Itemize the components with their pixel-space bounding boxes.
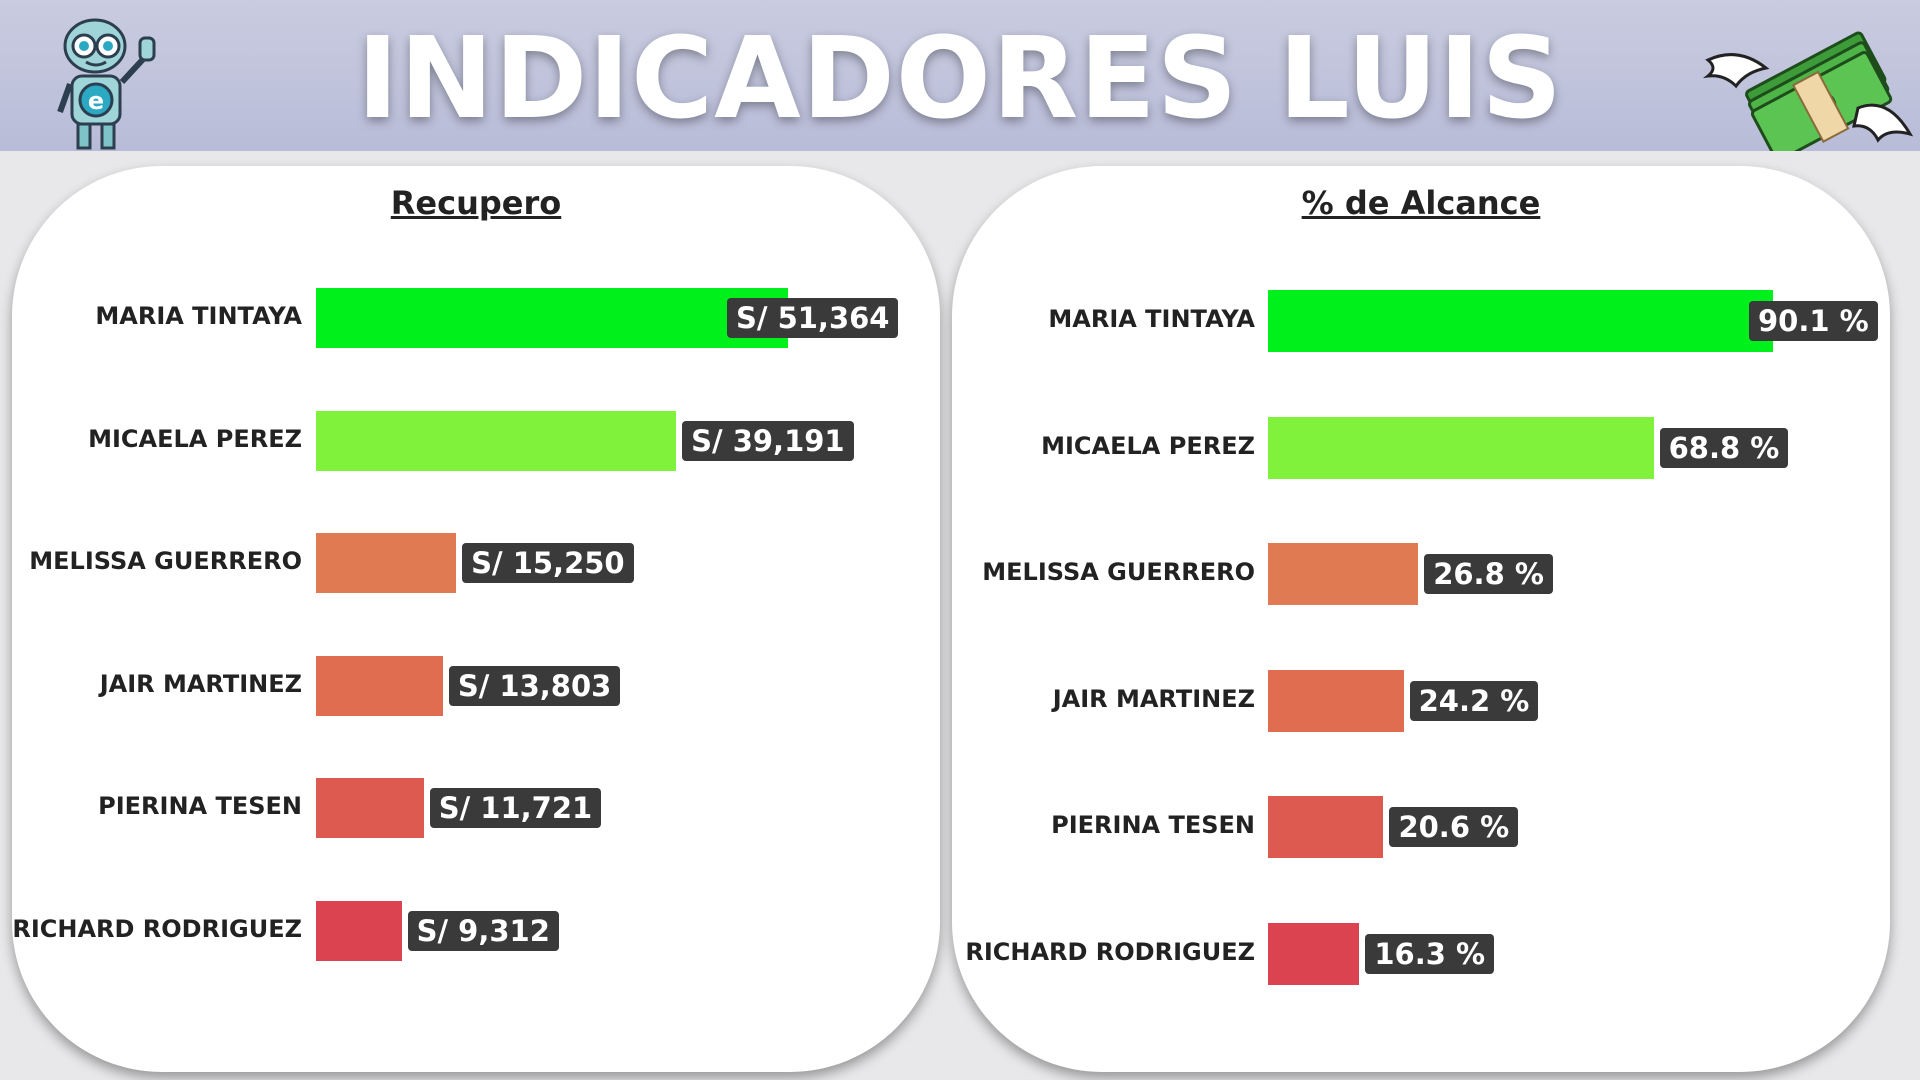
alcance-category-label: MICAELA PEREZ bbox=[1041, 431, 1255, 460]
recupero-category-label: MICAELA PEREZ bbox=[88, 424, 302, 453]
recupero-value-label: S/ 13,803 bbox=[448, 665, 621, 706]
recupero-category-label: RICHARD RODRIGUEZ bbox=[12, 914, 302, 943]
alcance-bar bbox=[1268, 290, 1773, 352]
alcance-bar bbox=[1268, 416, 1654, 479]
alcance-bar bbox=[1268, 796, 1384, 858]
alcance-bar bbox=[1268, 543, 1419, 605]
flying-money-icon bbox=[1702, 31, 1914, 151]
recupero-bar bbox=[316, 655, 443, 716]
recupero-bar bbox=[316, 778, 424, 838]
robot-mascot-icon: e bbox=[57, 18, 156, 150]
recupero-panel: Recupero MARIA TINTAYA S/ 51,364 MICAELA P… bbox=[12, 166, 940, 1072]
recupero-value-label: S/ 9,312 bbox=[407, 910, 559, 951]
recupero-category-label: PIERINA TESEN bbox=[98, 792, 302, 820]
alcance-title: % de Alcance bbox=[1301, 184, 1541, 222]
alcance-category-label: RICHARD RODRIGUEZ bbox=[965, 937, 1255, 966]
page-title: INDICADORES LUIS bbox=[356, 14, 1564, 144]
recupero-bar bbox=[316, 900, 402, 961]
alcance-value-label: 16.3 % bbox=[1365, 933, 1495, 974]
alcance-bar bbox=[1268, 922, 1360, 985]
recupero-bar bbox=[316, 288, 788, 348]
alcance-panel: % de Alcance MARIA TINTAYA 90.1 % MICAELA … bbox=[952, 166, 1890, 1072]
alcance-value-label: 90.1 % bbox=[1749, 301, 1878, 341]
recupero-value-label: S/ 39,191 bbox=[682, 420, 854, 461]
alcance-value-label: 68.8 % bbox=[1659, 427, 1789, 468]
header-banner: e INDICADORES LUIS bbox=[0, 0, 1920, 151]
alcance-category-label: PIERINA TESEN bbox=[1051, 811, 1255, 839]
recupero-bar bbox=[316, 410, 677, 471]
recupero-title: Recupero bbox=[390, 184, 562, 222]
recupero-bar bbox=[316, 533, 457, 593]
alcance-category-label: JAIR MARTINEZ bbox=[1052, 684, 1255, 713]
alcance-category-label: MARIA TINTAYA bbox=[1048, 305, 1255, 333]
recupero-value-label: S/ 15,250 bbox=[462, 543, 634, 583]
recupero-value-label: S/ 51,364 bbox=[727, 298, 899, 338]
alcance-bar bbox=[1268, 669, 1404, 732]
alcance-value-label: 20.6 % bbox=[1389, 807, 1519, 847]
recupero-category-label: MARIA TINTAYA bbox=[95, 302, 302, 330]
alcance-value-label: 24.2 % bbox=[1409, 680, 1539, 721]
alcance-value-label: 26.8 % bbox=[1424, 554, 1553, 594]
recupero-category-label: MELISSA GUERRERO bbox=[29, 547, 302, 575]
recupero-category-label: JAIR MARTINEZ bbox=[99, 669, 302, 698]
recupero-value-label: S/ 11,721 bbox=[429, 788, 602, 828]
svg-text:e: e bbox=[88, 87, 104, 115]
alcance-category-label: MELISSA GUERRERO bbox=[982, 558, 1255, 586]
